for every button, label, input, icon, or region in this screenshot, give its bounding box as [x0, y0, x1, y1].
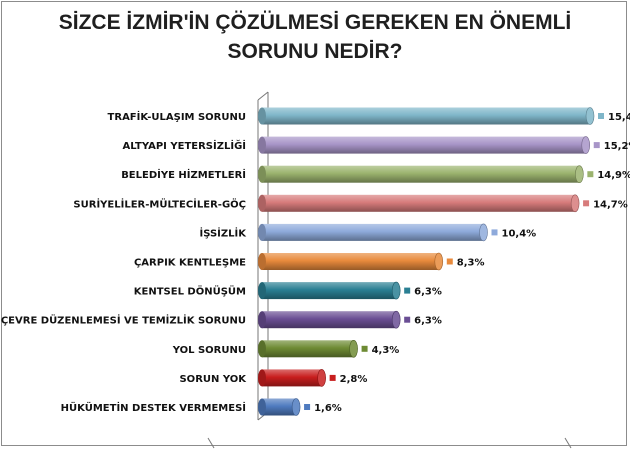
- bar-start-cap: [258, 107, 266, 125]
- bar-body: [262, 223, 484, 241]
- category-label: ALTYAPI YETERSİZLİĞİ: [123, 138, 246, 152]
- bar-body: [262, 136, 586, 154]
- category-label: SURİYELİLER-MÜLTECİLER-GÖÇ: [73, 196, 246, 210]
- labels-layer: TRAFİK-ULAŞIM SORUNU 15,4% ALTYAPI YETERSİ…: [1, 109, 630, 414]
- bar-body: [262, 194, 576, 212]
- category-label: SORUN YOK: [179, 374, 247, 385]
- bar-end-cap: [434, 252, 444, 271]
- bar-body: [262, 253, 439, 270]
- bar-body: [262, 340, 354, 358]
- bar-start-cap: [258, 136, 266, 154]
- axis-tick-right: [564, 437, 572, 449]
- bar-6: [258, 252, 444, 271]
- bar-end-cap: [575, 165, 584, 183]
- value-marker: [404, 287, 411, 294]
- bar-body: [262, 398, 297, 416]
- bar-9: [258, 339, 358, 358]
- value-marker: [304, 404, 311, 410]
- bar-1: [258, 107, 595, 125]
- value-marker: [491, 229, 498, 236]
- bar-2: [258, 136, 591, 154]
- bar-8: [258, 310, 401, 329]
- bar-start-cap: [258, 398, 266, 416]
- bar-start-cap: [258, 369, 266, 387]
- bar-end-cap: [581, 136, 591, 154]
- value-label: 15,2%: [604, 141, 630, 152]
- bar-start-cap: [258, 165, 266, 183]
- bar-10: [258, 369, 326, 387]
- bar-end-cap: [479, 223, 488, 242]
- bar-end-cap: [391, 310, 401, 329]
- bar-3: [258, 165, 584, 183]
- axis-tick-left: [207, 437, 215, 449]
- bar-7: [258, 281, 401, 300]
- value-marker: [329, 374, 336, 381]
- bar-11: [258, 398, 301, 416]
- category-label: ÇARPIK KENTLEŞME: [134, 258, 246, 269]
- bar-body: [262, 311, 397, 329]
- value-marker: [587, 171, 594, 178]
- bar-start-cap: [258, 194, 266, 212]
- value-marker: [404, 316, 411, 323]
- bar-start-cap: [258, 282, 266, 300]
- category-label: ÇEVRE DÜZENLEMESİ VE TEMİZLİK SORUNU: [1, 313, 246, 327]
- value-label: 4,3%: [372, 345, 400, 356]
- value-label: 10,4%: [502, 228, 537, 239]
- bar-body: [262, 107, 590, 125]
- bar-body: [262, 369, 322, 387]
- bar-body: [262, 165, 580, 183]
- value-label: 2,8%: [340, 374, 368, 385]
- bar-start-cap: [258, 311, 266, 329]
- value-label: 14,9%: [597, 170, 630, 181]
- category-label: BELEDİYE HİZMETLERİ: [121, 167, 246, 181]
- category-label: TRAFİK-ULAŞIM SORUNU: [108, 109, 246, 123]
- bar-end-cap: [570, 194, 580, 213]
- chart-title-line-1: SİZCE İZMİR'İN ÇÖZÜLMESİ GEREKEN EN ÖNEM…: [58, 11, 572, 34]
- bar-end-cap: [317, 369, 326, 387]
- category-label: YOL SORUNU: [172, 345, 246, 356]
- bar-start-cap: [258, 253, 266, 270]
- value-label: 6,3%: [414, 316, 442, 327]
- bar-end-cap: [391, 281, 401, 300]
- value-marker: [598, 113, 604, 119]
- chart-title: SİZCE İZMİR'İN ÇÖZÜLMESİ GEREKEN EN ÖNEM…: [0, 8, 630, 66]
- bar-4: [258, 194, 580, 213]
- value-label: 6,3%: [414, 287, 442, 298]
- axis-depth-top: [257, 91, 269, 101]
- bar-end-cap: [291, 398, 301, 416]
- value-marker: [593, 142, 600, 149]
- value-label: 15,4%: [608, 112, 630, 123]
- bars-layer: [258, 107, 595, 416]
- bar-end-cap: [585, 107, 595, 125]
- value-marker: [361, 345, 368, 352]
- bar-body: [262, 282, 397, 300]
- value-label: 1,6%: [314, 403, 342, 414]
- value-marker: [446, 258, 453, 265]
- value-label: 8,3%: [457, 258, 485, 269]
- category-label: HÜKÜMETİN DESTEK VERMEMESİ: [61, 400, 246, 414]
- category-label: İŞSİZLİK: [200, 225, 248, 239]
- bar-end-cap: [349, 339, 358, 358]
- value-label: 14,7%: [593, 199, 628, 210]
- value-marker: [583, 200, 590, 207]
- bar-start-cap: [258, 340, 266, 358]
- bar-5: [258, 223, 488, 242]
- category-label: KENTSEL DÖNÜŞÜM: [134, 284, 246, 298]
- bar-start-cap: [258, 223, 266, 241]
- chart-title-line-2: SORUNU NEDİR?: [227, 40, 403, 63]
